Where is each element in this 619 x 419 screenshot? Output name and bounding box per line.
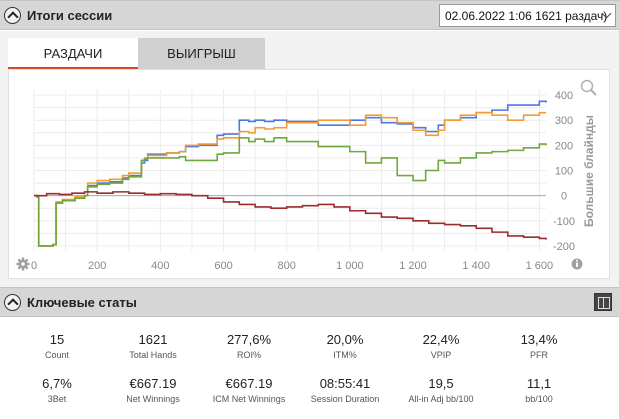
key-stats-header: Ключевые статы [0, 287, 619, 317]
y-tick-label: 300 [555, 115, 573, 127]
x-tick-label: 1 600 [526, 260, 554, 272]
key-stats-grid: 15 Count 1621 Total Hands 277,6% ROI% 20,0% ITM… [0, 318, 619, 419]
chart-frame: 0 200 400 600 800 1 000 1 200 1 400 1 600 400 300 2… [8, 69, 610, 280]
stat-value: 19,5 [428, 376, 454, 391]
tab-hands[interactable]: РАЗДАЧИ [8, 38, 138, 69]
x-tick-label: 1 000 [336, 260, 364, 272]
stat-value: 15 [49, 332, 65, 347]
stat-label: ROI% [236, 350, 261, 360]
stat-value: 1621 [138, 332, 168, 347]
panel-toggle-icon[interactable] [594, 293, 612, 311]
x-tick-label: 400 [151, 260, 169, 272]
y-axis-title: Большие блайнды [582, 115, 596, 227]
stat-label: 3Bet [47, 394, 67, 404]
stat-label: Net Winnings [126, 394, 180, 404]
stat-count: 15 Count [2, 332, 112, 360]
stat-value: 08:55:41 [319, 376, 371, 391]
collapse-session-icon[interactable] [4, 7, 21, 24]
stat-total-hands: 1621 Total Hands [98, 332, 208, 360]
stat-bb-100: 11,1 bb/100 [484, 376, 594, 404]
stat-value: 22,4% [422, 332, 460, 347]
stat-label: Session Duration [310, 394, 380, 404]
collapse-stats-icon[interactable] [4, 294, 21, 311]
stat-label: All-in Adj bb/100 [408, 394, 474, 404]
stat-icm-net-winnings: €667.19 ICM Net Winnings [194, 376, 304, 404]
info-icon[interactable] [571, 258, 583, 270]
stat-roi: 277,6% ROI% [194, 332, 304, 360]
session-summary-title: Итоги сессии [27, 8, 113, 23]
stat-label: VPIP [430, 350, 452, 360]
stat-net-winnings: €667.19 Net Winnings [98, 376, 208, 404]
y-tick-label: -200 [553, 241, 575, 253]
y-tick-label: 0 [561, 191, 567, 203]
stat-label: ICM Net Winnings [212, 394, 286, 404]
stat-label: Total Hands [129, 350, 177, 360]
y-tick-label: 100 [555, 166, 573, 178]
stat-vpip: 22,4% VPIP [386, 332, 496, 360]
series-green [34, 136, 547, 247]
key-stats-title: Ключевые статы [27, 295, 137, 310]
x-tick-label: 0 [31, 260, 37, 272]
stat-itm: 20,0% ITM% [290, 332, 400, 360]
stat-pfr: 13,4% PFR [484, 332, 594, 360]
tab-winnings[interactable]: ВЫИГРЫШ [138, 38, 265, 69]
stat-value: €667.19 [129, 376, 177, 391]
y-tick-label: 400 [555, 90, 573, 102]
session-graph: 0 200 400 600 800 1 000 1 200 1 400 1 600 400 300 2… [16, 79, 597, 280]
series-red [34, 191, 547, 240]
gear-icon[interactable] [16, 257, 30, 271]
stat-value: 13,4% [520, 332, 558, 347]
x-tick-label: 200 [88, 260, 106, 272]
stat-session-duration: 08:55:41 Session Duration [290, 376, 400, 404]
stat-all-in-adj-bb-100: 19,5 All-in Adj bb/100 [386, 376, 496, 404]
y-tick-label: 200 [555, 140, 573, 152]
stat-label: ITM% [333, 350, 357, 360]
x-tick-label: 600 [214, 260, 232, 272]
x-tick-label: 800 [278, 260, 296, 272]
session-select[interactable]: 02.06.2022 1:06 1621 раздач) [439, 4, 616, 27]
stat-value: 20,0% [326, 332, 364, 347]
stat-label: PFR [530, 350, 548, 360]
stat-value: 6,7% [42, 376, 72, 391]
stat-label: bb/100 [525, 394, 553, 404]
y-tick-label: -100 [553, 216, 575, 228]
stat-value: 277,6% [226, 332, 272, 347]
stat-label: Count [44, 350, 70, 360]
chart-area: РАЗДАЧИ ВЫИГРЫШ 0 200 400 600 800 1 000 1 200 1… [0, 31, 619, 287]
x-tick-label: 1 400 [462, 260, 490, 272]
stat-3bet: 6,7% 3Bet [2, 376, 112, 404]
session-select-value: 02.06.2022 1:06 1621 раздач) [445, 9, 608, 23]
x-tick-label: 1 200 [399, 260, 427, 272]
x-axis-title: Раздачи [266, 279, 315, 280]
stat-value: €667.19 [225, 376, 273, 391]
session-summary-header: Итоги сессии 02.06.2022 1:06 1621 раздач… [0, 0, 619, 30]
stat-value: 11,1 [526, 376, 552, 391]
magnifier-icon[interactable] [580, 79, 597, 96]
